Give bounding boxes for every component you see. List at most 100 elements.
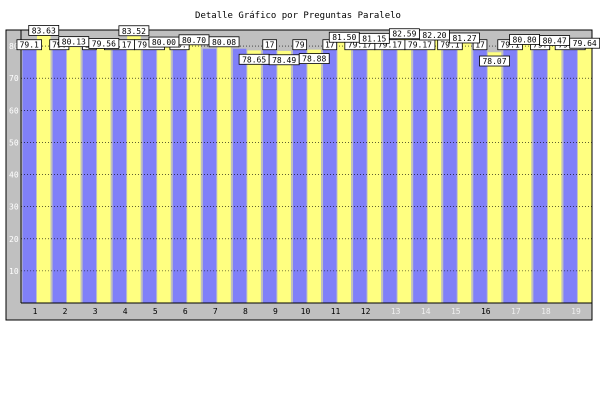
bar-s2 xyxy=(277,50,291,304)
data-label-s2: 78.65 xyxy=(242,55,266,64)
bar-s1 xyxy=(383,48,397,304)
bar-s1 xyxy=(563,48,577,304)
data-label-s1: 79.1 xyxy=(440,41,459,50)
bar-s1 xyxy=(533,48,547,304)
data-label-s1-box xyxy=(16,39,42,51)
data-label-s2: 83.52 xyxy=(122,27,146,36)
x-tick-label: 12 xyxy=(361,307,371,316)
data-label-s2-box xyxy=(88,38,120,49)
y-tick-label: 60 xyxy=(9,106,19,115)
data-label-s2: 79.56 xyxy=(92,39,116,48)
bar-s2 xyxy=(427,38,442,303)
data-label-s1: 79.17 xyxy=(378,41,402,50)
bar-s1 xyxy=(262,48,277,304)
bar-s1 xyxy=(292,48,307,304)
data-label-s1: 79.1 xyxy=(20,41,39,50)
bar-s1 xyxy=(202,48,217,304)
y-tick-label: 50 xyxy=(9,138,19,147)
y-tick-label: 40 xyxy=(9,171,19,180)
x-tick-label: 19 xyxy=(571,307,581,316)
data-label-s2: 81.50 xyxy=(332,33,356,42)
data-label-s2: 80.00 xyxy=(152,38,176,47)
bar-s1 xyxy=(22,48,36,304)
data-label-s1: 17 xyxy=(475,41,485,50)
bar-s2 xyxy=(457,41,472,303)
data-label-s1: 79 xyxy=(295,41,305,50)
bar-s2 xyxy=(547,44,562,304)
bar-s2 xyxy=(187,43,201,304)
x-tick-label: 11 xyxy=(331,307,341,316)
data-label-s1-box xyxy=(262,39,277,51)
data-label-s1: 17 xyxy=(265,41,275,50)
x-tick-label: 18 xyxy=(541,307,551,316)
data-label-s2: 82.59 xyxy=(392,30,416,39)
data-label-s2: 81.27 xyxy=(452,34,476,43)
bar-s1 xyxy=(112,48,127,304)
data-label-s1: 79. xyxy=(172,41,186,50)
x-tick-label: 16 xyxy=(481,307,491,316)
data-label-s2: 81.15 xyxy=(362,34,386,43)
data-label-s2-box xyxy=(479,55,510,67)
data-label-s1: 79.17 xyxy=(408,41,432,50)
x-tick-label: 4 xyxy=(123,307,128,316)
y-tick-label: 10 xyxy=(9,267,19,276)
data-label-s1: 17 xyxy=(325,41,335,50)
bar-s2 xyxy=(247,50,261,303)
data-label-s2-box xyxy=(449,32,480,44)
y-tick-label: 20 xyxy=(9,235,19,244)
bar-s2 xyxy=(157,46,171,303)
x-tick-label: 14 xyxy=(421,307,431,316)
y-tick-label: 30 xyxy=(9,203,19,212)
bar-s1 xyxy=(353,48,367,304)
data-label-s1: 79.1 xyxy=(500,41,519,50)
bar-s1 xyxy=(82,48,97,304)
bar-s1 xyxy=(443,48,457,304)
bar-s1 xyxy=(473,48,487,304)
bar-s2 xyxy=(217,45,231,304)
bar-s1 xyxy=(232,48,247,304)
bar-s2 xyxy=(307,49,321,303)
x-tick-label: 5 xyxy=(153,307,158,316)
y-tick-label: 70 xyxy=(9,74,19,83)
x-tick-label: 15 xyxy=(451,307,461,316)
x-tick-label: 3 xyxy=(93,307,98,316)
data-label-s2: 80.13 xyxy=(62,38,86,47)
bar-s2 xyxy=(37,34,51,303)
bar-s2 xyxy=(127,34,141,303)
bar-s1 xyxy=(172,48,187,304)
bar-s2 xyxy=(577,47,592,303)
data-label-s2-box xyxy=(298,53,330,64)
x-tick-label: 9 xyxy=(273,307,278,316)
data-label-s2-box xyxy=(208,36,240,48)
data-label-s2: 78.49 xyxy=(272,56,296,65)
chart-title: Detalle Gráfico por Preguntas Paralelo xyxy=(195,11,401,21)
data-label-s2: 80.70 xyxy=(182,36,206,45)
y-tick-label: 80 xyxy=(9,42,19,51)
bar-s2 xyxy=(337,41,352,303)
x-tick-label: 17 xyxy=(511,307,521,316)
bar-s1 xyxy=(323,48,337,304)
data-label-s2: 83.63 xyxy=(32,26,56,35)
x-tick-label: 2 xyxy=(63,307,68,316)
x-tick-label: 1 xyxy=(33,307,38,316)
data-label-s2: 82.20 xyxy=(422,31,446,40)
x-tick-label: 10 xyxy=(301,307,311,316)
data-label-s2: 80.80 xyxy=(513,35,537,44)
bar-s2 xyxy=(367,42,382,303)
x-tick-label: 6 xyxy=(183,307,188,316)
bar-s2 xyxy=(487,52,502,303)
x-tick-label: 7 xyxy=(213,307,218,316)
bar-s2 xyxy=(97,47,111,303)
bar-s1 xyxy=(503,48,517,304)
bar-s1 xyxy=(52,48,67,304)
data-label-s2: 80.47 xyxy=(543,37,567,46)
bar-s2 xyxy=(517,43,532,303)
bar-s2 xyxy=(397,37,412,303)
bar-s1 xyxy=(142,48,157,304)
data-label-s2: 79.64 xyxy=(573,39,597,48)
bar-s1 xyxy=(413,48,427,304)
data-label-s2: 78.88 xyxy=(302,55,326,64)
x-tick-label: 13 xyxy=(391,307,401,316)
